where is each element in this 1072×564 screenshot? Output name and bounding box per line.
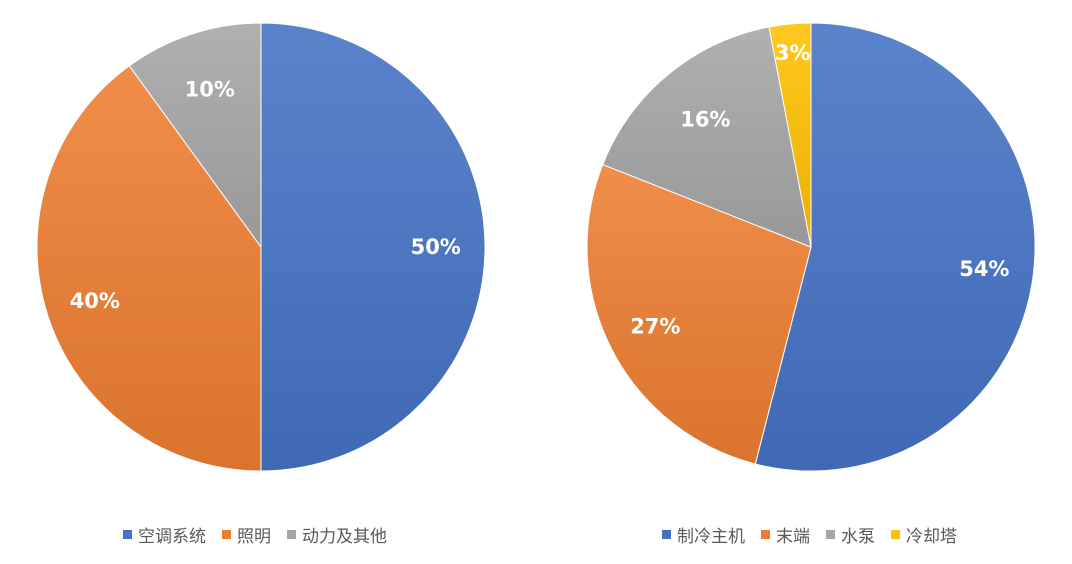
legend-label: 动力及其他 (302, 526, 387, 547)
data-label-slice-2: 16% (680, 107, 730, 131)
pie-slice-2 (602, 26, 812, 248)
legend-label: 制冷主机 (677, 526, 745, 547)
legend-item: 冷却塔 (891, 522, 957, 547)
legend-label: 水泵 (841, 526, 875, 547)
legend-label: 末端 (776, 526, 810, 547)
pie-slice-3 (768, 22, 812, 248)
legend-swatch-icon (222, 529, 231, 539)
data-label-slice-2: 10% (185, 77, 235, 101)
pie-slice-1 (36, 65, 262, 472)
legend-swatch-icon (761, 529, 770, 539)
legend-item: 动力及其他 (287, 522, 387, 547)
legend-label: 冷却塔 (906, 526, 957, 547)
pie-slice-2 (128, 22, 262, 249)
legend-item: 空调系统 (123, 522, 206, 547)
legend-swatch-icon (826, 529, 835, 539)
legend-item: 制冷主机 (662, 522, 745, 547)
legend-item: 水泵 (826, 522, 875, 547)
legend-item: 末端 (761, 522, 810, 547)
data-label-slice-0: 54% (959, 257, 1009, 281)
legend-swatch-icon (662, 529, 671, 539)
pie-slice-0 (260, 22, 486, 472)
pie-slice-1 (586, 163, 812, 465)
legend-label: 空调系统 (138, 526, 206, 547)
pie-slice-0 (754, 22, 1036, 472)
legend-item: 照明 (222, 522, 271, 547)
data-label-slice-1: 27% (630, 314, 680, 338)
data-label-slice-0: 50% (411, 235, 461, 259)
legend-hvac-breakdown: 制冷主机 末端 水泵 冷却塔 (662, 522, 957, 547)
pie-chart-energy-breakdown: 50% 40% 10% (36, 22, 486, 472)
data-label-slice-1: 40% (70, 289, 120, 313)
legend-swatch-icon (123, 529, 132, 539)
pie-chart-hvac-breakdown: 54% 27% 16% 3% (586, 22, 1036, 472)
legend-swatch-icon (891, 529, 900, 539)
legend-swatch-icon (287, 529, 296, 539)
data-label-slice-3: 3% (775, 41, 811, 65)
legend-label: 照明 (237, 526, 271, 547)
legend-energy-breakdown: 空调系统 照明 动力及其他 (123, 522, 387, 547)
